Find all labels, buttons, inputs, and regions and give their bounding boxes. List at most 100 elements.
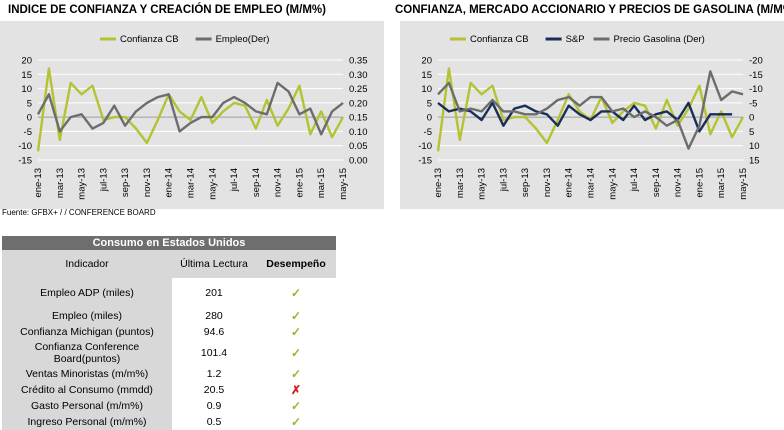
x-tick-label: ene-13 — [33, 168, 44, 198]
x-tick-label: mar-15 — [716, 168, 727, 198]
x-tick-label: sep-14 — [251, 168, 262, 197]
x-tick-label: may-13 — [477, 168, 488, 200]
chart-2-svg: 20 15 10 5 0 -5 -10 -15 -20 -15 -10 -5 0 5 10 15 ene-13 m… — [418, 34, 763, 200]
x-tick-label: nov-13 — [142, 168, 153, 197]
row-value: 94.6 — [172, 324, 256, 340]
y-right-tick-label: 10 — [749, 141, 760, 152]
x-tick-label: ene-14 — [564, 168, 575, 198]
row-indicator: Crédito al Consumo (mmdd) — [2, 382, 172, 398]
table-row: Empleo ADP (miles) 201 ✓ — [2, 278, 336, 308]
x-tick-label: sep-13 — [120, 168, 131, 197]
check-icon: ✓ — [256, 340, 336, 366]
y-right-tick-label: -5 — [749, 98, 757, 109]
y-right-tick-label: 15 — [749, 156, 760, 167]
y-right-tick-label: 0.15 — [349, 113, 368, 124]
y-left-tick-label: 20 — [21, 56, 32, 67]
table-row: Gasto Personal (m/m%) 0.9 ✓ — [2, 398, 336, 414]
col-indicator-header: Indicador — [65, 258, 109, 270]
x-tick-label: sep-13 — [520, 168, 531, 197]
y-right-tick-label: 0 — [749, 113, 754, 124]
check-icon: ✓ — [256, 308, 336, 324]
y-right-tick-label: 0.35 — [349, 56, 368, 67]
y-left-tick-label: 5 — [427, 98, 432, 109]
table-row: Confianza Conference Board(puntos) 101.4 ✓ — [2, 340, 336, 366]
x-tick-label: may-14 — [207, 168, 218, 200]
consumo-table: Consumo en Estados Unidos Indicador Últi… — [2, 236, 336, 430]
y-left-tick-label: 15 — [21, 70, 32, 81]
x-tick-label: may-15 — [338, 168, 349, 200]
row-indicator: Confianza Conference Board(puntos) — [2, 340, 172, 366]
y-left-tick-label: -5 — [24, 127, 32, 138]
series-line-empleo-der- — [36, 81, 344, 136]
check-icon: ✓ — [256, 324, 336, 340]
row-value: 280 — [172, 308, 256, 324]
x-tick-label: jul-13 — [498, 168, 509, 192]
y-left-tick-label: -15 — [418, 156, 432, 167]
x-tick-label: mar-15 — [316, 168, 327, 198]
legend-label: Empleo(Der) — [216, 34, 270, 45]
row-indicator: Empleo (miles) — [2, 308, 172, 324]
row-value: 101.4 — [172, 340, 256, 366]
row-indicator: Ingreso Personal (m/m%) — [2, 414, 172, 430]
series-line-precio-gasolina-der- — [437, 70, 744, 150]
row-value: 1.2 — [172, 366, 256, 382]
x-tick-label: sep-14 — [651, 168, 662, 197]
y-right-tick-label: 0.25 — [349, 84, 368, 95]
x-tick-label: nov-14 — [273, 168, 284, 197]
x-tick-label: mar-13 — [455, 168, 466, 198]
table-title: Consumo en Estados Unidos — [2, 236, 336, 250]
y-right-tick-label: -15 — [749, 70, 763, 81]
chart-1-panel: 20 15 10 5 0 -5 -10 -15 0.35 0.30 0.25 0.20 0.15 0.10… — [0, 21, 384, 209]
legend-label: Precio Gasolina (Der) — [614, 34, 705, 45]
y-left-tick-label: -15 — [18, 156, 32, 167]
chart-2-panel: 20 15 10 5 0 -5 -10 -15 -20 -15 -10 -5 0 5 10 15 ene-13 m… — [400, 21, 784, 209]
row-indicator: Gasto Personal (m/m%) — [2, 398, 172, 414]
y-right-tick-label: -20 — [749, 56, 763, 67]
y-left-tick-label: 0 — [427, 113, 432, 124]
y-right-tick-label: 0.30 — [349, 70, 368, 81]
y-left-tick-label: -10 — [18, 141, 32, 152]
check-icon: ✓ — [256, 414, 336, 430]
row-indicator: Confianza Michigan (puntos) — [2, 324, 172, 340]
x-tick-label: mar-14 — [186, 168, 197, 198]
row-value: 0.9 — [172, 398, 256, 414]
x-tick-label: ene-14 — [164, 168, 175, 198]
x-tick-label: may-15 — [738, 168, 749, 200]
chart-1-title: INDICE DE CONFIANZA Y CREACIÓN DE EMPLEO… — [8, 4, 326, 16]
x-tick-label: jul-14 — [229, 168, 240, 192]
y-right-tick-label: 0.05 — [349, 141, 368, 152]
check-icon: ✓ — [256, 398, 336, 414]
table-row: Empleo (miles) 280 ✓ — [2, 308, 336, 324]
y-right-tick-label: 0.00 — [349, 156, 368, 167]
x-tick-label: jul-13 — [98, 168, 109, 192]
table-row: Crédito al Consumo (mmdd) 20.5 ✗ — [2, 382, 336, 398]
table-row: Confianza Michigan (puntos) 94.6 ✓ — [2, 324, 336, 340]
cross-icon: ✗ — [256, 382, 336, 398]
y-left-tick-label: 5 — [27, 98, 32, 109]
check-icon: ✓ — [256, 278, 336, 308]
y-left-tick-label: 10 — [421, 84, 432, 95]
row-indicator: Empleo ADP (miles) — [2, 278, 172, 308]
y-left-tick-label: 0 — [27, 113, 32, 124]
y-right-tick-label: 5 — [749, 127, 754, 138]
x-tick-label: ene-15 — [294, 168, 305, 198]
x-tick-label: nov-13 — [542, 168, 553, 197]
table-row: Ingreso Personal (m/m%) 0.5 ✓ — [2, 414, 336, 430]
col-last-reading-header: Última Lectura — [180, 258, 248, 270]
row-indicator: Ventas Minoristas (m/m%) — [2, 366, 172, 382]
legend-label: Confianza CB — [120, 34, 179, 45]
y-left-tick-label: 20 — [421, 56, 432, 67]
x-tick-label: ene-13 — [433, 168, 444, 198]
series-line-s-p — [437, 101, 733, 133]
col-performance-header: Desempeño — [266, 258, 326, 270]
x-tick-label: may-13 — [77, 168, 88, 200]
legend-label: Confianza CB — [470, 34, 529, 45]
x-tick-label: jul-14 — [629, 168, 640, 192]
y-left-tick-label: -5 — [424, 127, 432, 138]
y-right-tick-label: -10 — [749, 84, 763, 95]
x-tick-label: nov-14 — [673, 168, 684, 197]
x-tick-label: mar-13 — [55, 168, 66, 198]
chart-2-title: CONFIANZA, MERCADO ACCIONARIO Y PRECIOS … — [395, 4, 784, 16]
y-left-tick-label: 10 — [21, 84, 32, 95]
y-right-tick-label: 0.10 — [349, 127, 368, 138]
